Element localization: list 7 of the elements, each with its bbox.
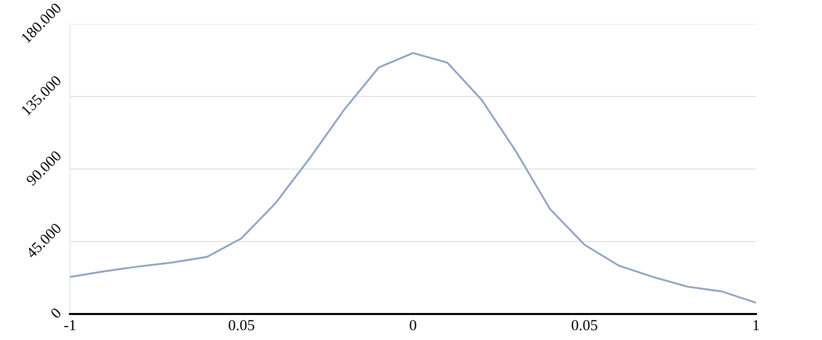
line-series <box>70 52 756 304</box>
x-tick-label: 0.05 <box>228 320 254 330</box>
x-tick-label: 1 <box>754 320 759 330</box>
x-tick-label: -1 <box>64 320 76 330</box>
y-tick-label: 0 <box>50 307 62 319</box>
x-tick-label: 0 <box>410 320 416 330</box>
x-tick-label: 0.05 <box>572 320 598 330</box>
